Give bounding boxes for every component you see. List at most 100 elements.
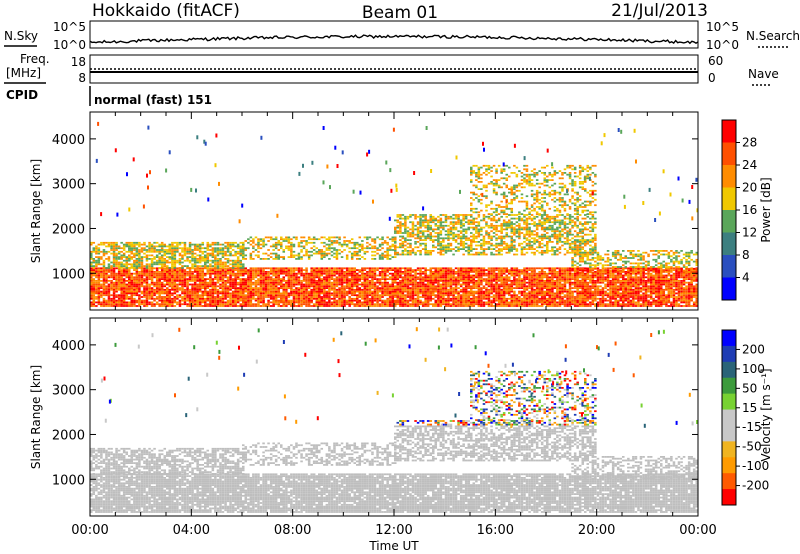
range-cell [140, 256, 144, 258]
range-cell [492, 297, 496, 300]
range-cell [95, 267, 98, 270]
range-cell [318, 269, 321, 271]
range-cell [401, 290, 405, 293]
range-cell [330, 294, 334, 297]
range-cell [642, 292, 645, 295]
range-cell [578, 285, 582, 288]
range-cell [447, 280, 450, 282]
range-cell [388, 292, 392, 295]
range-cell [257, 303, 260, 306]
range-cell [92, 249, 96, 251]
range-cell [318, 281, 321, 284]
range-cell [578, 305, 582, 307]
range-cell [160, 303, 164, 306]
range-cell [470, 276, 473, 279]
range-cell [292, 292, 296, 295]
range-cell [297, 267, 301, 270]
range-cell [654, 278, 658, 280]
range-cell [333, 288, 336, 291]
range-cell [193, 269, 197, 271]
range-cell [110, 261, 113, 264]
range-cell [206, 269, 210, 271]
range-cell [325, 301, 329, 304]
range-cell [609, 296, 612, 298]
range-cell [409, 297, 412, 300]
range-cell [361, 269, 364, 271]
range-cell [675, 271, 678, 273]
range-cell [502, 269, 506, 271]
range-cell [614, 285, 617, 288]
range-cell [591, 290, 595, 293]
range-cell [229, 283, 232, 286]
range-cell [639, 287, 643, 289]
range-cell [338, 274, 341, 277]
range-cell [558, 280, 562, 282]
range-cell [247, 281, 250, 284]
range-cell [274, 297, 278, 300]
range-cell [310, 278, 313, 280]
range-cell [675, 288, 678, 291]
range-cell [328, 305, 331, 307]
range-cell [470, 292, 473, 295]
range-cell [188, 280, 192, 282]
range-cell [224, 271, 227, 273]
range-cell [130, 250, 134, 253]
nsky-tick-bottom: 10^0 [53, 38, 86, 52]
range-cell [665, 296, 668, 298]
range-cell [416, 292, 420, 295]
range-cell [409, 272, 412, 275]
range-cell [371, 278, 374, 280]
range-cell [639, 272, 643, 275]
range-cell [611, 281, 615, 284]
range-cell [239, 272, 243, 275]
range-cell [533, 281, 536, 284]
range-cell [125, 243, 129, 246]
range-cell [581, 301, 585, 304]
range-cell [672, 292, 676, 295]
range-cell [257, 271, 260, 273]
range-cell [269, 297, 273, 300]
range-cell [594, 303, 597, 306]
range-cell [685, 269, 688, 271]
range-cell [551, 278, 554, 280]
range-cell [442, 272, 445, 275]
range-cell [323, 296, 326, 298]
range-cell [290, 267, 293, 270]
range-cell [166, 269, 169, 271]
range-cell [546, 305, 549, 307]
range-cell [300, 269, 303, 271]
range-cell [224, 292, 227, 295]
range-cell [642, 287, 645, 289]
range-cell [414, 303, 417, 306]
range-cell [287, 292, 291, 295]
range-cell [343, 292, 346, 295]
range-cell [518, 271, 521, 273]
range-cell [247, 280, 250, 282]
range-cell [102, 267, 106, 269]
range-cell [475, 271, 478, 273]
range-cell [556, 274, 559, 277]
range-cell [434, 267, 438, 270]
range-cell [452, 301, 455, 304]
range-cell [325, 267, 329, 270]
range-cell [133, 287, 136, 289]
range-cell [596, 278, 600, 280]
range-cell [378, 271, 382, 273]
range-cell [396, 297, 400, 300]
range-cell [178, 299, 182, 302]
range-cell [335, 281, 339, 284]
range-cell [429, 292, 433, 295]
range-cell [444, 269, 448, 271]
range-cell [231, 285, 235, 288]
range-cell [513, 280, 516, 282]
range-cell [660, 276, 663, 279]
range-cell [601, 274, 605, 277]
range-cell [518, 269, 521, 271]
range-cell [201, 278, 205, 280]
range-cell [188, 272, 192, 275]
range-cell [444, 297, 448, 300]
range-cell [381, 287, 384, 289]
range-cell [581, 272, 585, 275]
range-cell [112, 303, 116, 306]
range-cell [378, 297, 382, 300]
